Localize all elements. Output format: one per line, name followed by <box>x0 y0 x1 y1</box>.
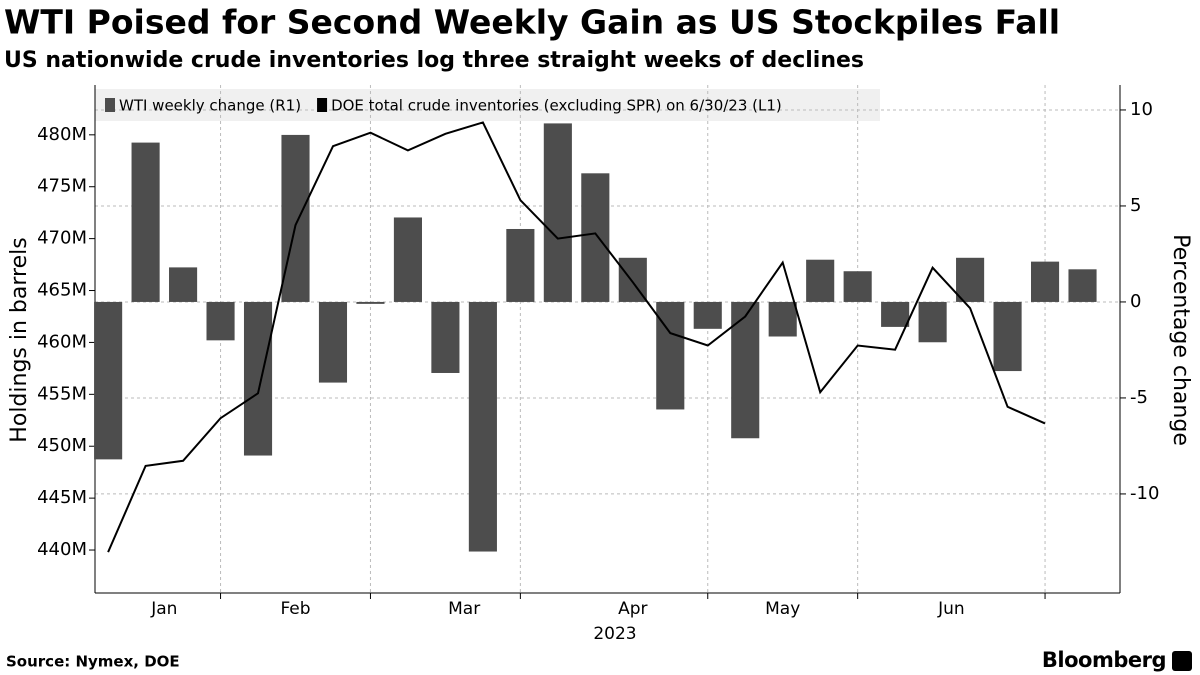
bar <box>506 228 535 302</box>
bar <box>393 217 422 302</box>
bar <box>543 123 572 302</box>
source: Source: Nymex, DOE <box>6 653 180 671</box>
brand: Bloomberg <box>1042 648 1166 672</box>
bar <box>881 301 910 327</box>
x-tick-label: Apr <box>618 599 647 619</box>
bar <box>243 301 273 456</box>
y2-tick-label: 0 <box>1130 291 1141 312</box>
bar <box>468 301 497 552</box>
bar <box>431 301 460 373</box>
legend-label: DOE total crude inventories (excluding S… <box>331 97 782 115</box>
bar <box>281 134 310 302</box>
y-tick-label: 445M <box>37 487 87 508</box>
x-tick-label: Mar <box>448 599 480 619</box>
bar <box>169 267 198 302</box>
legend-swatch <box>317 98 328 112</box>
y-axis-title: Holdings in barrels <box>7 237 32 442</box>
x-tick-label: Jun <box>937 599 965 619</box>
x-tick-label: Feb <box>280 599 310 619</box>
x-tick-label: May <box>765 599 800 619</box>
y-tick-label: 470M <box>37 228 87 249</box>
line <box>107 121 1046 553</box>
chart-subtitle: US nationwide crude inventories log thre… <box>4 48 864 73</box>
y2-tick-label: 10 <box>1130 99 1153 120</box>
bar <box>131 142 160 302</box>
x-tick-label: Jan <box>150 599 177 619</box>
y-tick-label: 450M <box>37 435 87 456</box>
y-tick-label: 480M <box>37 124 87 145</box>
bar <box>843 271 872 302</box>
brand-icon <box>1172 651 1192 671</box>
bar <box>356 301 385 304</box>
bar <box>94 301 123 460</box>
bar <box>956 257 985 302</box>
bar <box>318 301 348 383</box>
bar <box>1068 269 1097 302</box>
y-tick-label: 465M <box>37 280 87 301</box>
y-tick-label: 440M <box>37 539 87 560</box>
y2-axis-title: Percentage change <box>1168 234 1193 446</box>
legend-label: WTI weekly change (R1) <box>119 97 301 115</box>
y2-tick-label: -10 <box>1130 483 1159 504</box>
bar <box>806 259 835 302</box>
y2-tick-label: 5 <box>1130 195 1141 216</box>
legend-swatch <box>105 98 115 112</box>
chart-title: WTI Poised for Second Weekly Gain as US … <box>4 3 1060 42</box>
bar <box>768 301 797 337</box>
bar <box>581 173 610 302</box>
y-tick-label: 455M <box>37 383 87 404</box>
bar <box>206 301 235 341</box>
y-tick-label: 460M <box>37 331 87 352</box>
bar <box>693 301 722 329</box>
legend-box <box>95 89 880 121</box>
x-axis-title: 2023 <box>593 624 636 644</box>
y-tick-label: 475M <box>37 176 87 197</box>
bar <box>918 301 947 343</box>
bar <box>993 301 1022 372</box>
bar <box>1030 261 1060 302</box>
y2-tick-label: -5 <box>1130 387 1148 408</box>
bar <box>731 301 760 439</box>
